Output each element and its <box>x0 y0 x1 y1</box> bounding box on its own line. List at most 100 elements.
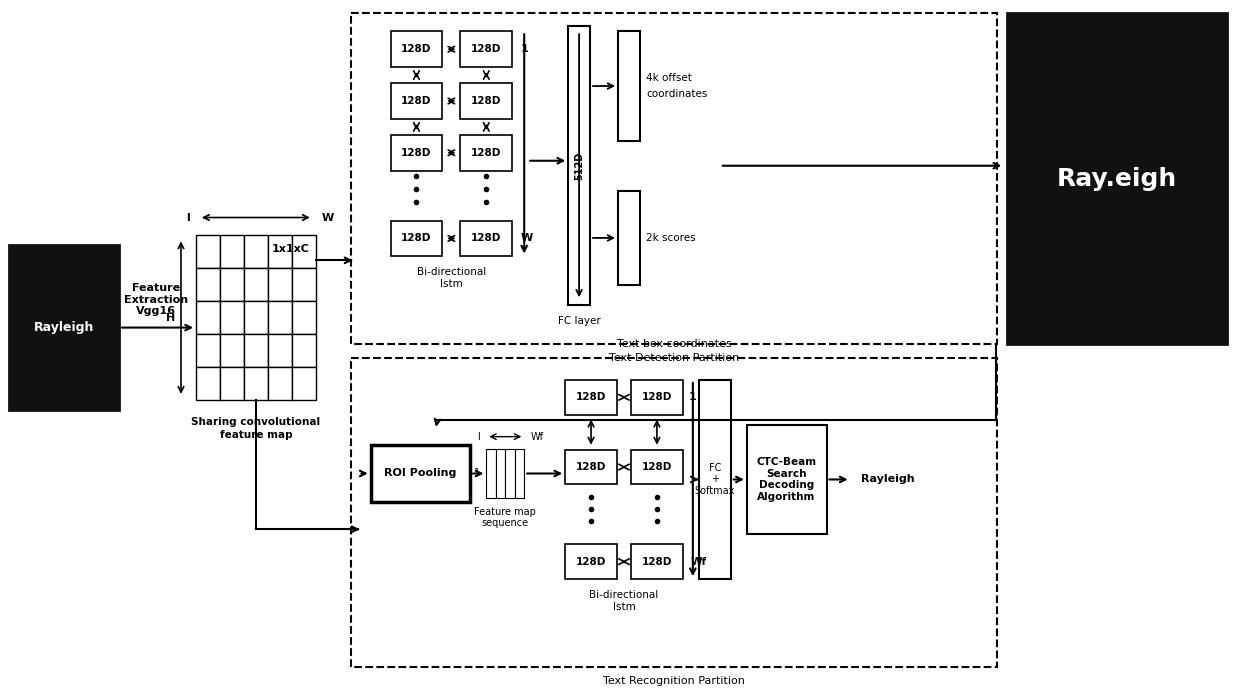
Text: 1: 1 <box>521 44 528 54</box>
Bar <box>565 450 618 484</box>
Bar <box>631 450 683 484</box>
Bar <box>291 301 316 334</box>
Text: l: l <box>477 432 480 441</box>
Bar <box>391 83 443 119</box>
Bar <box>244 268 268 301</box>
Bar <box>618 190 640 285</box>
Text: Text Detection Partition: Text Detection Partition <box>609 353 739 363</box>
Text: FC
+
Softmax: FC + Softmax <box>694 463 735 496</box>
Text: W: W <box>521 234 532 243</box>
Text: Ray.eigh: Ray.eigh <box>1056 167 1177 190</box>
Bar <box>196 268 219 301</box>
Bar <box>291 334 316 367</box>
Text: 128D: 128D <box>471 96 501 106</box>
Bar <box>196 301 219 334</box>
Text: Feature map: Feature map <box>475 507 536 517</box>
Text: Rayleigh: Rayleigh <box>862 475 915 484</box>
Text: sequence: sequence <box>481 518 528 528</box>
Bar <box>618 31 640 141</box>
Bar <box>460 83 512 119</box>
Bar <box>291 367 316 400</box>
Bar <box>565 544 618 579</box>
Bar <box>565 380 618 415</box>
Text: Rayleigh: Rayleigh <box>33 321 94 334</box>
Bar <box>268 268 291 301</box>
Bar <box>699 380 730 579</box>
Bar <box>351 358 997 667</box>
Text: 128D: 128D <box>642 462 672 472</box>
Bar <box>486 448 496 498</box>
Text: 128D: 128D <box>575 557 606 566</box>
Bar <box>746 425 827 534</box>
Bar <box>391 135 443 171</box>
Bar <box>391 220 443 256</box>
Text: l: l <box>186 213 190 222</box>
Text: Bi-directional: Bi-directional <box>589 590 658 600</box>
Text: lstm: lstm <box>613 602 635 612</box>
Text: Wf: Wf <box>691 557 707 566</box>
Text: 512D: 512D <box>574 152 584 180</box>
Bar <box>219 334 244 367</box>
Bar <box>219 236 244 268</box>
Bar <box>268 367 291 400</box>
Bar <box>219 268 244 301</box>
Text: H: H <box>166 313 176 322</box>
Text: 1: 1 <box>474 468 480 478</box>
Bar <box>244 236 268 268</box>
Bar <box>268 301 291 334</box>
Bar <box>631 544 683 579</box>
Bar <box>631 380 683 415</box>
Text: 128D: 128D <box>471 44 501 54</box>
Bar <box>568 26 590 305</box>
Text: ROI Pooling: ROI Pooling <box>384 468 456 478</box>
Text: 128D: 128D <box>575 462 606 472</box>
Bar <box>505 448 515 498</box>
Text: Wf: Wf <box>531 432 543 441</box>
Bar <box>291 268 316 301</box>
Bar <box>219 301 244 334</box>
Text: 2k scores: 2k scores <box>646 233 696 243</box>
Text: 1: 1 <box>689 392 697 402</box>
Text: FC layer: FC layer <box>558 316 600 326</box>
Bar <box>1007 13 1226 344</box>
Text: W: W <box>321 213 334 222</box>
Bar <box>515 448 525 498</box>
Bar <box>268 334 291 367</box>
Bar <box>496 448 505 498</box>
Text: feature map: feature map <box>219 430 293 440</box>
Bar <box>460 135 512 171</box>
Bar <box>291 236 316 268</box>
Text: 128D: 128D <box>402 234 432 243</box>
Text: Text box coordinates: Text box coordinates <box>616 339 732 349</box>
Bar <box>10 245 119 410</box>
Bar <box>196 367 219 400</box>
Text: 4k offset: 4k offset <box>646 73 692 83</box>
Bar <box>196 236 219 268</box>
Bar <box>244 367 268 400</box>
Bar <box>219 367 244 400</box>
Text: 128D: 128D <box>471 148 501 158</box>
Bar <box>244 301 268 334</box>
Bar <box>460 31 512 67</box>
Bar <box>268 236 291 268</box>
Text: 128D: 128D <box>402 96 432 106</box>
Text: Feature
Extraction
Vgg16: Feature Extraction Vgg16 <box>124 283 188 316</box>
Text: CTC-Beam
Search
Decoding
Algorithm: CTC-Beam Search Decoding Algorithm <box>756 457 817 502</box>
Text: Bi-directional: Bi-directional <box>417 268 486 277</box>
Text: 128D: 128D <box>402 148 432 158</box>
Text: 128D: 128D <box>402 44 432 54</box>
Text: 128D: 128D <box>642 557 672 566</box>
Bar <box>371 445 470 502</box>
Text: 1x1xC: 1x1xC <box>272 245 310 254</box>
Bar <box>391 31 443 67</box>
Text: 128D: 128D <box>471 234 501 243</box>
Bar <box>244 334 268 367</box>
Bar <box>460 220 512 256</box>
Text: 128D: 128D <box>575 392 606 402</box>
Text: lstm: lstm <box>440 279 463 289</box>
Text: coordinates: coordinates <box>646 89 707 99</box>
Text: Sharing convolutional: Sharing convolutional <box>191 417 320 427</box>
Bar <box>196 334 219 367</box>
Text: Text Recognition Partition: Text Recognition Partition <box>603 676 745 686</box>
Text: 128D: 128D <box>642 392 672 402</box>
